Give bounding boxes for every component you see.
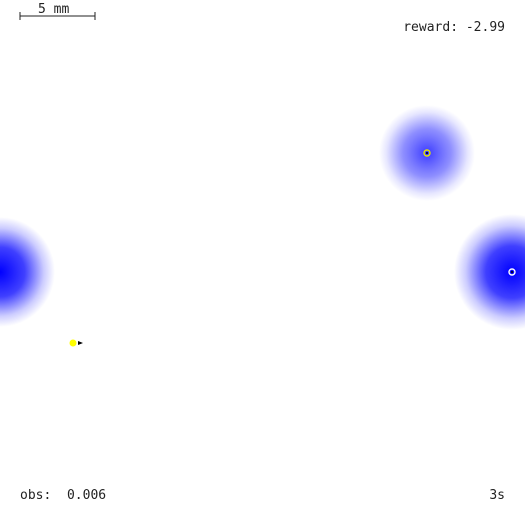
agent-icon (69, 339, 83, 347)
obs-value: 0.006 (66, 488, 107, 503)
source-marker-right-edge (508, 268, 516, 276)
elapsed-time: 3s (489, 488, 505, 503)
observation-readout: obs: 0.006 (20, 488, 106, 503)
reward-label: reward: (403, 20, 459, 35)
obs-label: obs: (20, 488, 52, 503)
odor-plume-left-edge (0, 217, 55, 327)
scale-bar (19, 12, 96, 20)
scale-bar-label: 5 mm (38, 2, 70, 17)
source-marker-upper-right (423, 149, 431, 157)
reward-value: -2.99 (465, 20, 505, 35)
reward-readout: reward: -2.99 (403, 20, 505, 35)
odor-plume-right-edge (454, 214, 525, 330)
